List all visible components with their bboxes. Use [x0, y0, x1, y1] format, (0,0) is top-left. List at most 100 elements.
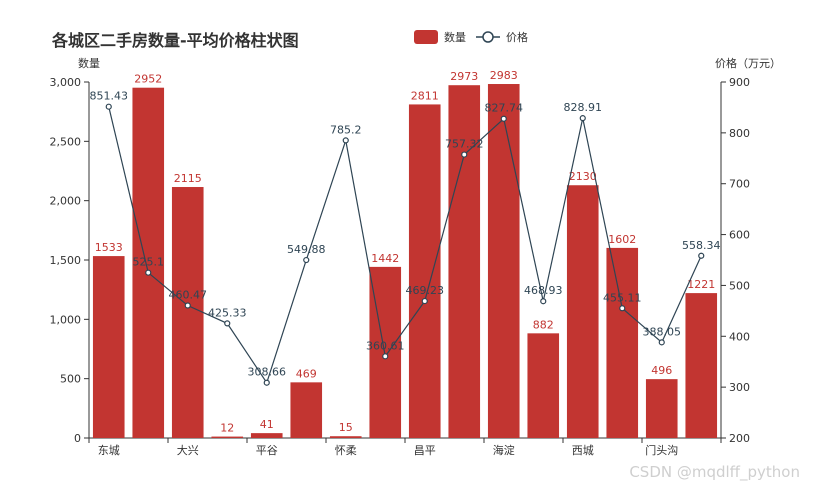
bar[interactable]	[92, 256, 125, 438]
bar-value-label: 2983	[490, 69, 518, 82]
line-value-label: 455.11	[603, 291, 642, 304]
legend-line-marker[interactable]	[482, 31, 494, 43]
x-tick-label: 大兴	[177, 443, 199, 457]
y-right-tick-label: 700	[729, 178, 750, 191]
legend-bar-swatch[interactable]	[414, 30, 438, 44]
legend-line-label[interactable]: 价格	[506, 30, 528, 44]
y-left-tick-label: 2,000	[50, 195, 82, 208]
bar[interactable]	[290, 382, 323, 438]
x-tick-label: 海淀	[493, 443, 515, 457]
bar[interactable]	[685, 293, 718, 438]
line-point[interactable]	[579, 115, 586, 122]
line-value-label: 460.47	[169, 289, 208, 302]
line-point[interactable]	[698, 252, 705, 259]
bar-value-label: 41	[260, 418, 274, 431]
line-point[interactable]	[145, 269, 152, 276]
bar-value-label: 1442	[371, 252, 399, 265]
x-tick-label: 昌平	[414, 444, 436, 457]
x-tick-label: 东城	[98, 444, 120, 457]
bar-value-label: 882	[533, 318, 554, 331]
y-left-tick-label: 500	[60, 373, 81, 386]
bar-labels: 1533 2952 2115 12 41 469 15 1442 2811 2973 2983 882…	[95, 69, 716, 435]
bar-value-label: 2130	[569, 170, 597, 183]
y-right-axis: 200 300 400 500 600 700 800 900	[720, 76, 750, 445]
line-point[interactable]	[619, 305, 626, 312]
chart-title: 各城区二手房数量-平均价格柱状图	[51, 31, 299, 50]
x-tick-label: 平谷	[256, 444, 278, 457]
line-point[interactable]	[263, 379, 270, 386]
y-right-tick-label: 900	[729, 76, 750, 89]
line-point[interactable]	[540, 298, 547, 305]
bar-value-label: 469	[296, 367, 317, 380]
line-point[interactable]	[500, 115, 507, 122]
line-value-label: 525.1	[133, 256, 165, 269]
line-value-label: 828.91	[564, 101, 603, 114]
line-value-label: 757.32	[445, 138, 484, 151]
y-left-axis: 0 500 1,000 1,500 2,000 2,500 3,000	[50, 76, 90, 445]
bar-series	[92, 84, 718, 439]
bar[interactable]	[448, 85, 481, 438]
line-value-label: 308.66	[248, 366, 287, 379]
y-left-tick-label: 1,000	[50, 313, 82, 326]
legend[interactable]: 数量 价格	[414, 30, 528, 44]
bar[interactable]	[487, 84, 520, 438]
legend-bar-label[interactable]: 数量	[444, 31, 466, 44]
line-value-label: 469.23	[406, 284, 445, 297]
bar[interactable]	[171, 187, 204, 438]
bar-value-label: 2811	[411, 89, 439, 102]
y-right-axis-name: 价格（万元）	[715, 56, 781, 70]
x-tick-label: 怀柔	[335, 444, 357, 457]
line-value-label: 468.93	[524, 284, 563, 297]
bar[interactable]	[250, 433, 283, 438]
bar[interactable]	[408, 104, 441, 438]
line-point[interactable]	[224, 320, 231, 327]
bar[interactable]	[566, 185, 599, 438]
y-right-tick-label: 600	[729, 229, 750, 242]
line-value-label: 827.74	[485, 102, 524, 115]
bar-value-label: 1602	[608, 233, 636, 246]
watermark: CSDN @mqdlff_python	[629, 463, 800, 482]
line-point[interactable]	[658, 339, 665, 346]
y-right-tick-label: 800	[729, 127, 750, 140]
bar-value-label: 12	[220, 422, 234, 435]
line-value-label: 785.2	[330, 123, 362, 136]
bar-value-label: 15	[339, 421, 353, 434]
line-point[interactable]	[461, 151, 468, 158]
y-left-tick-label: 0	[74, 432, 81, 445]
y-right-tick-label: 400	[729, 330, 750, 343]
y-left-tick-label: 2,500	[50, 135, 82, 148]
y-right-tick-label: 200	[729, 432, 750, 445]
x-tick-label: 西城	[572, 444, 594, 457]
bar[interactable]	[132, 87, 165, 439]
line-value-label: 388.05	[643, 325, 682, 338]
line-point[interactable]	[184, 302, 191, 309]
bar-value-label: 1221	[687, 278, 715, 291]
line-point[interactable]	[105, 103, 112, 110]
line-value-label: 851.43	[90, 90, 129, 103]
line-value-label: 425.33	[208, 306, 247, 319]
bar-value-label: 1533	[95, 241, 123, 254]
y-left-tick-label: 1,500	[50, 254, 82, 267]
line-point[interactable]	[303, 256, 310, 264]
x-axis: 东城 大兴 平谷 怀柔 昌平 海淀 西城 门头沟	[88, 437, 722, 457]
y-right-tick-label: 300	[729, 381, 750, 394]
bar-value-label: 2973	[450, 70, 478, 83]
line-point[interactable]	[382, 353, 389, 360]
y-left-tick-label: 3,000	[50, 76, 82, 89]
line-series	[105, 103, 705, 386]
line-value-label: 360.61	[366, 339, 405, 352]
bar-value-label: 2115	[174, 172, 202, 185]
line-value-label: 558.34	[682, 239, 721, 252]
bar[interactable]	[329, 436, 362, 438]
line-point[interactable]	[421, 297, 428, 305]
bar[interactable]	[211, 436, 244, 438]
price-line	[108, 106, 702, 385]
line-point[interactable]	[342, 137, 349, 144]
bar[interactable]	[606, 247, 639, 438]
bar-value-label: 2952	[134, 73, 162, 86]
bar[interactable]	[645, 379, 678, 438]
bar[interactable]	[527, 333, 560, 438]
y-left-axis-name: 数量	[78, 57, 100, 70]
